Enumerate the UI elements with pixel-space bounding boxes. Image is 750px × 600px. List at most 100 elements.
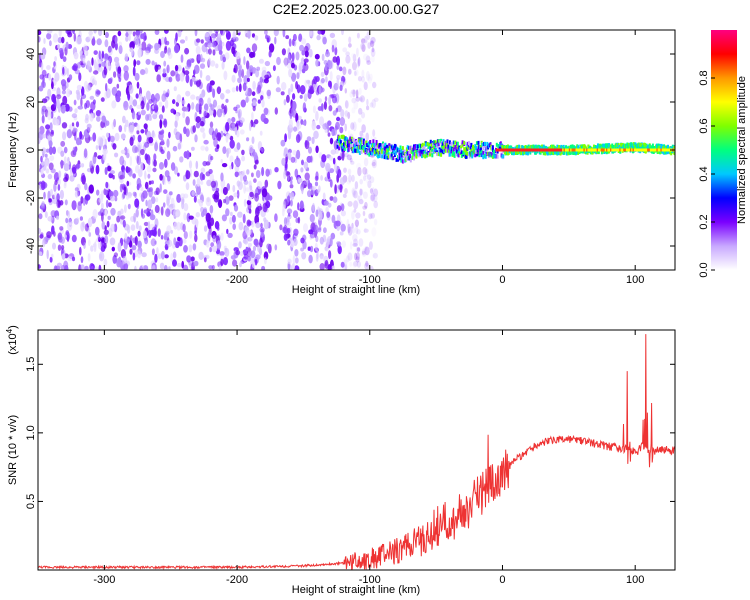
signal-ridge: [584, 148, 587, 152]
noise-cell: [80, 97, 83, 107]
noise-cell: [185, 65, 191, 70]
signal-cell: [426, 142, 429, 146]
noise-cell: [362, 210, 366, 217]
noise-cell: [336, 64, 340, 71]
noise-cell: [357, 195, 361, 202]
noise-cell: [317, 30, 322, 35]
noise-cell: [122, 115, 126, 124]
noise-cell: [104, 234, 109, 245]
noise-cell: [203, 139, 209, 145]
signal-cell: [491, 145, 494, 150]
noise-cell: [352, 61, 357, 71]
noise-cell: [203, 207, 208, 213]
noise-cell: [299, 85, 306, 95]
noise-cell: [118, 125, 123, 133]
noise-cell: [83, 148, 88, 159]
noise-cell: [128, 84, 134, 94]
noise-cell: [51, 253, 54, 258]
noise-cell: [65, 217, 69, 224]
noise-cell: [236, 180, 241, 187]
noise-cell: [132, 173, 137, 179]
noise-cell: [60, 150, 65, 157]
noise-cell: [151, 60, 155, 66]
noise-cell: [211, 33, 217, 39]
noise-cell: [105, 181, 109, 189]
noise-cell: [129, 235, 133, 242]
noise-cell: [344, 100, 349, 109]
noise-cell: [131, 110, 136, 120]
noise-cell: [345, 255, 350, 263]
noise-cell: [287, 53, 291, 64]
noise-cell: [209, 247, 212, 253]
noise-cell: [259, 58, 264, 64]
noise-cell: [46, 65, 51, 70]
noise-cell: [134, 72, 140, 81]
noise-cell: [140, 161, 144, 172]
noise-cell: [80, 222, 85, 232]
noise-cell: [122, 169, 126, 179]
signal-ridge: [667, 148, 669, 152]
noise-cell: [303, 58, 309, 63]
signal-cell: [413, 146, 416, 151]
noise-cell: [87, 252, 91, 262]
noise-cell: [62, 56, 67, 62]
signal-ridge: [611, 148, 614, 152]
signal-ridge: [575, 148, 578, 152]
noise-cell: [262, 202, 268, 213]
noise-cell: [351, 53, 355, 58]
noise-cell: [138, 110, 141, 116]
signal-cell: [359, 143, 362, 148]
noise-cell: [349, 241, 353, 250]
noise-cell: [52, 33, 59, 43]
noise-cell: [151, 130, 155, 138]
noise-cell: [170, 252, 174, 263]
signal-cell: [493, 149, 496, 154]
noise-cell: [174, 64, 179, 72]
signal-cell: [394, 151, 397, 156]
signal-cell: [544, 151, 547, 156]
noise-cell: [97, 234, 101, 241]
noise-cell: [78, 72, 82, 82]
noise-cell: [53, 265, 58, 270]
noise-cell: [203, 257, 207, 263]
noise-cell: [373, 97, 379, 103]
noise-cell: [345, 51, 350, 57]
noise-cell: [215, 31, 219, 37]
signal-cell: [440, 138, 443, 143]
noise-cell: [79, 246, 82, 256]
noise-cell: [292, 33, 297, 42]
noise-cell: [257, 99, 261, 104]
noise-cell: [220, 258, 224, 266]
signal-cell: [455, 146, 458, 151]
noise-cell: [285, 35, 290, 40]
noise-cell: [76, 84, 82, 91]
signal-ridge: [497, 148, 500, 152]
noise-cell: [193, 260, 199, 267]
signal-cell: [471, 154, 474, 159]
noise-cell: [232, 223, 236, 230]
signal-cell: [444, 148, 447, 153]
noise-cell: [365, 55, 371, 63]
noise-cell: [251, 172, 254, 178]
noise-cell: [90, 101, 96, 111]
noise-cell: [301, 159, 304, 166]
noise-cell: [113, 71, 117, 78]
noise-cell: [302, 64, 306, 71]
signal-cell: [437, 152, 440, 157]
noise-cell: [109, 77, 113, 82]
noise-cell: [216, 108, 223, 118]
signal-cell: [433, 144, 436, 148]
noise-cell: [289, 184, 294, 189]
noise-cell: [38, 227, 42, 234]
noise-cell: [196, 177, 201, 187]
noise-cell: [371, 159, 377, 169]
noise-cell: [226, 147, 232, 154]
signal-cell: [417, 144, 419, 149]
noise-cell: [143, 209, 148, 214]
noise-cell: [312, 186, 317, 191]
noise-cell: [51, 93, 56, 103]
noise-cell: [230, 211, 233, 217]
noise-cell: [339, 184, 343, 193]
signal-cell: [358, 139, 361, 144]
noise-cell: [168, 266, 171, 270]
